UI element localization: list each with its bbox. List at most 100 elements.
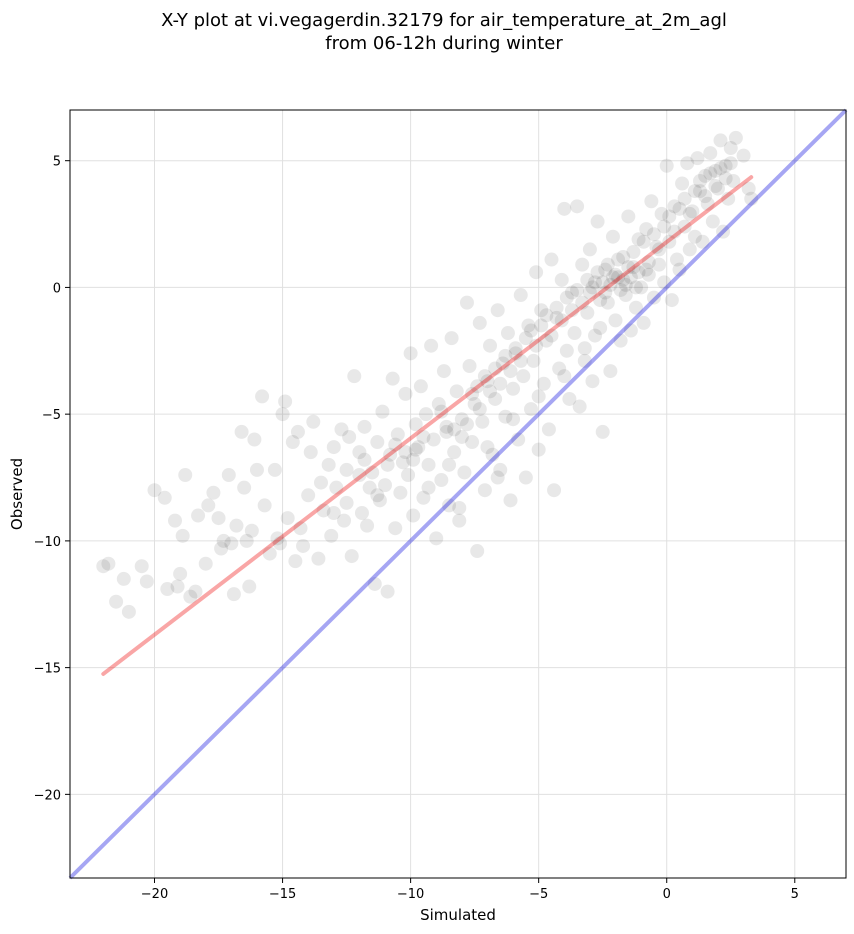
scatter-point xyxy=(541,422,556,437)
scatter-point xyxy=(675,176,690,191)
scatter-point xyxy=(467,397,482,412)
scatter-point xyxy=(398,445,413,460)
scatter-point xyxy=(321,457,336,472)
scatter-point xyxy=(693,173,708,188)
scatter-point xyxy=(342,429,357,444)
scatter-point xyxy=(96,559,111,574)
scatter-point xyxy=(357,452,372,467)
scatter-point xyxy=(529,338,544,353)
scatter-point xyxy=(523,402,538,417)
scatter-point xyxy=(454,429,469,444)
trend-lines xyxy=(68,108,848,880)
scatter-point xyxy=(518,470,533,485)
scatter-point xyxy=(516,369,531,384)
y-tick-label: −5 xyxy=(42,408,61,423)
scatter-point xyxy=(370,488,385,503)
scatter-point xyxy=(352,467,367,482)
scatter-point xyxy=(411,440,426,455)
scatter-point xyxy=(603,364,618,379)
scatter-point xyxy=(646,227,661,242)
scatter-point xyxy=(710,181,725,196)
scatter-point xyxy=(449,384,464,399)
scatter-point xyxy=(354,506,369,521)
scatter-point xyxy=(442,498,457,513)
scatter-point xyxy=(657,219,672,234)
scatter-point xyxy=(388,437,403,452)
scatter-point xyxy=(324,528,339,543)
scatter-point xyxy=(708,179,723,194)
scatter-point xyxy=(549,310,564,325)
scatter-point xyxy=(605,229,620,244)
scatter-point xyxy=(408,442,423,457)
grid-lines xyxy=(70,110,846,878)
scatter-point xyxy=(503,364,518,379)
scatter-point xyxy=(303,445,318,460)
scatter-point xyxy=(313,475,328,490)
scatter-point xyxy=(608,313,623,328)
scatter-point xyxy=(380,457,395,472)
scatter-point xyxy=(439,419,454,434)
scatter-point xyxy=(588,328,603,343)
scatter-point xyxy=(544,328,559,343)
scatter-point xyxy=(178,467,193,482)
scatter-point xyxy=(370,435,385,450)
scatter-point xyxy=(244,523,259,538)
chart-title-line-2: from 06-12h during winter xyxy=(325,33,563,54)
scatter-point xyxy=(301,488,316,503)
scatter-point xyxy=(224,536,239,551)
scatter-point xyxy=(590,214,605,229)
scatter-point xyxy=(447,445,462,460)
scatter-point xyxy=(695,234,710,249)
scatter-point xyxy=(339,462,354,477)
scatter-point xyxy=(628,300,643,315)
scatter-point xyxy=(214,541,229,556)
scatter-point xyxy=(557,201,572,216)
scatter-point xyxy=(662,209,677,224)
scatter-point xyxy=(567,326,582,341)
x-tick-label: 0 xyxy=(663,887,671,902)
scatter-point xyxy=(687,229,702,244)
scatter-point xyxy=(488,361,503,376)
scatter-point xyxy=(575,295,590,310)
y-tick-label: −15 xyxy=(34,662,61,677)
scatter-point xyxy=(375,404,390,419)
scatter-point xyxy=(598,262,613,277)
scatter-point xyxy=(249,462,264,477)
scatter-point xyxy=(595,275,610,290)
scatter-point xyxy=(618,277,633,292)
scatter-point xyxy=(273,536,288,551)
scatter-point xyxy=(490,303,505,318)
scatter-point xyxy=(585,374,600,389)
scatter-point xyxy=(290,424,305,439)
scatter-point xyxy=(652,257,667,272)
scatter-point xyxy=(347,369,362,384)
scatter-point xyxy=(672,262,687,277)
scatter-point xyxy=(234,424,249,439)
scatter-point xyxy=(459,417,474,432)
scatter-point xyxy=(472,402,487,417)
scatter-point xyxy=(170,579,185,594)
scatter-point xyxy=(357,419,372,434)
scatter-point xyxy=(693,184,708,199)
axis-ticks: −20 −15 −10 −5 0 5 −20 −15 −10 −5 0 5 xyxy=(34,155,799,902)
scatter-point xyxy=(388,521,403,536)
scatter-point xyxy=(160,582,175,597)
scatter-point xyxy=(521,318,536,333)
scatter-point xyxy=(147,483,162,498)
scatter-point xyxy=(255,389,270,404)
x-tick-label: 5 xyxy=(791,887,799,902)
scatter-point xyxy=(413,379,428,394)
scatter-point xyxy=(703,146,718,161)
y-tick-label: −20 xyxy=(34,788,61,803)
scatter-point xyxy=(352,445,367,460)
scatter-point xyxy=(654,206,669,221)
one-to-one-reference-line xyxy=(68,108,848,880)
scatter-point xyxy=(641,255,656,270)
scatter-point xyxy=(593,320,608,335)
scatter-point xyxy=(434,473,449,488)
scatter-point xyxy=(380,584,395,599)
scatter-point xyxy=(531,389,546,404)
scatter-point xyxy=(101,556,116,571)
scatter-point xyxy=(626,244,641,259)
scatter-point xyxy=(644,194,659,209)
